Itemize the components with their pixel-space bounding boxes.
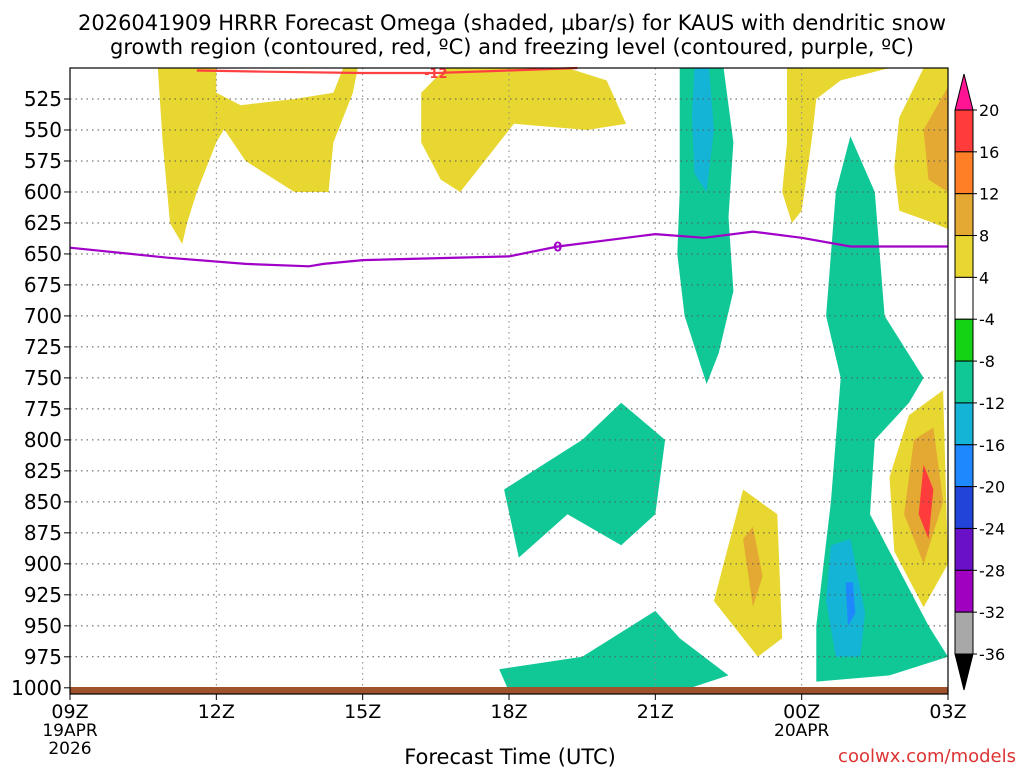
y-tick-label-700: 700 (24, 304, 62, 328)
colorbar-bin-9 (954, 444, 974, 488)
x-tick-label-09Z: 09Z (51, 701, 88, 723)
x-tick-label-12Z: 12Z (198, 701, 235, 723)
x-year-label-09Z: 2026 (48, 739, 91, 759)
region-clear-gap-white (216, 68, 344, 106)
colorbar-label-7: -12 (979, 394, 1005, 413)
x-tick-label-03Z: 03Z (929, 701, 966, 723)
y-tick-label-750: 750 (24, 366, 62, 390)
chart-title-line1: 2026041909 HRRR Forecast Omega (shaded, … (78, 11, 946, 35)
colorbar-bin-8 (954, 402, 974, 446)
colorbar-label-12: -32 (979, 603, 1005, 622)
y-tick-label-625: 625 (24, 211, 62, 235)
region-weak-ascent-yellow-upper-right (782, 68, 890, 223)
colorbar-bin-2 (954, 151, 974, 195)
y-tick-label-725: 725 (24, 335, 62, 359)
colorbar-bin-6 (954, 318, 974, 362)
y-tick-label-525: 525 (24, 87, 62, 111)
region-moderate-ascent-orange-far-right (923, 86, 948, 192)
y-tick-label-550: 550 (24, 118, 62, 142)
y-tick-label-975: 975 (24, 645, 62, 669)
colorbar-label-4: 4 (979, 268, 989, 287)
colorbar-bottom-arrow (954, 653, 974, 691)
colorbar: 20 16 12 8 4 -4 -8 -12 -16 -20 -24 -28 -32 -36 (954, 73, 1005, 691)
plot-area: -12 0 (69, 66, 949, 695)
region-descent-teal-right-core (826, 539, 866, 657)
colorbar-top-arrow (954, 73, 974, 111)
x-tick-label-18Z: 18Z (490, 701, 527, 723)
omega-shaded-regions (157, 68, 948, 692)
y-tick-label-800: 800 (24, 428, 62, 452)
chart-title-line2: growth region (contoured, red, ºC) and f… (110, 35, 914, 59)
region-weak-descent-green-surface-band (499, 610, 729, 692)
y-tick-label-950: 950 (24, 614, 62, 638)
region-moderate-ascent-orange-lower-mid (743, 526, 763, 608)
y-tick-label-850: 850 (24, 490, 62, 514)
colorbar-bin-1 (954, 109, 974, 153)
x-tick-label-15Z: 15Z (344, 701, 381, 723)
colorbar-label-13: -36 (979, 645, 1005, 664)
colorbar-bin-7 (954, 360, 974, 404)
colorbar-label-0: 20 (979, 101, 999, 120)
contour-label-dendritic-growth -12C: -12 (424, 67, 448, 82)
source-credit: coolwx.com/models (838, 746, 1016, 767)
colorbar-bin-4 (954, 235, 974, 278)
region-weak-descent-green-lower-center (504, 402, 666, 558)
y-tick-label-1000: 1000 (11, 676, 62, 700)
y-tick-label-600: 600 (24, 180, 62, 204)
grid-lines (69, 68, 949, 694)
region-strong-ascent-red-core (918, 464, 934, 539)
x-date-label-09Z: 19APR (42, 721, 98, 741)
colorbar-label-2: 12 (979, 185, 999, 204)
colorbar-bin-3 (954, 193, 974, 237)
colorbar-label-11: -28 (979, 561, 1005, 580)
temperature-contours: -12 0 (69, 66, 948, 268)
colorbar-bin-10 (954, 486, 974, 529)
y-tick-label-650: 650 (24, 242, 62, 266)
colorbar-bin-13 (954, 611, 974, 655)
x-tick-label-00Z: 00Z (783, 701, 820, 723)
pressure-axis: 525 550 575 600 625 650 675 700 725 750 775 800 825 8… (11, 87, 70, 700)
y-tick-label-825: 825 (24, 459, 62, 483)
y-tick-label-925: 925 (24, 583, 62, 607)
y-tick-label-875: 875 (24, 521, 62, 545)
y-tick-label-675: 675 (24, 273, 62, 297)
contour-label-freezing-level 0C: 0 (553, 241, 562, 256)
colorbar-label-9: -20 (979, 478, 1005, 497)
colorbar-label-5: -4 (979, 310, 995, 329)
colorbar-bin-5 (954, 276, 974, 320)
region-weak-descent-green-center-column (677, 68, 734, 385)
colorbar-label-10: -24 (979, 519, 1005, 538)
contour-dendritic-growth -12C (196, 66, 578, 75)
colorbar-bin-12 (954, 569, 974, 613)
y-tick-label-900: 900 (24, 552, 62, 576)
contour-freezing-level 0C (69, 230, 948, 268)
colorbar-label-6: -8 (979, 352, 995, 371)
colorbar-bin-11 (954, 527, 974, 571)
colorbar-label-1: 16 (979, 143, 999, 162)
colorbar-label-8: -16 (979, 436, 1005, 455)
x-tick-label-21Z: 21Z (637, 701, 674, 723)
region-descent-blue-right-core (845, 582, 856, 626)
y-tick-label-575: 575 (24, 149, 62, 173)
ground-terrain-bar (70, 687, 948, 694)
colorbar-label-3: 8 (979, 227, 989, 246)
region-weak-ascent-yellow-far-right (894, 68, 948, 230)
y-tick-label-775: 775 (24, 397, 62, 421)
x-axis-label: Forecast Time (UTC) (404, 745, 616, 768)
x-date-label-00Z: 20APR (774, 721, 830, 741)
